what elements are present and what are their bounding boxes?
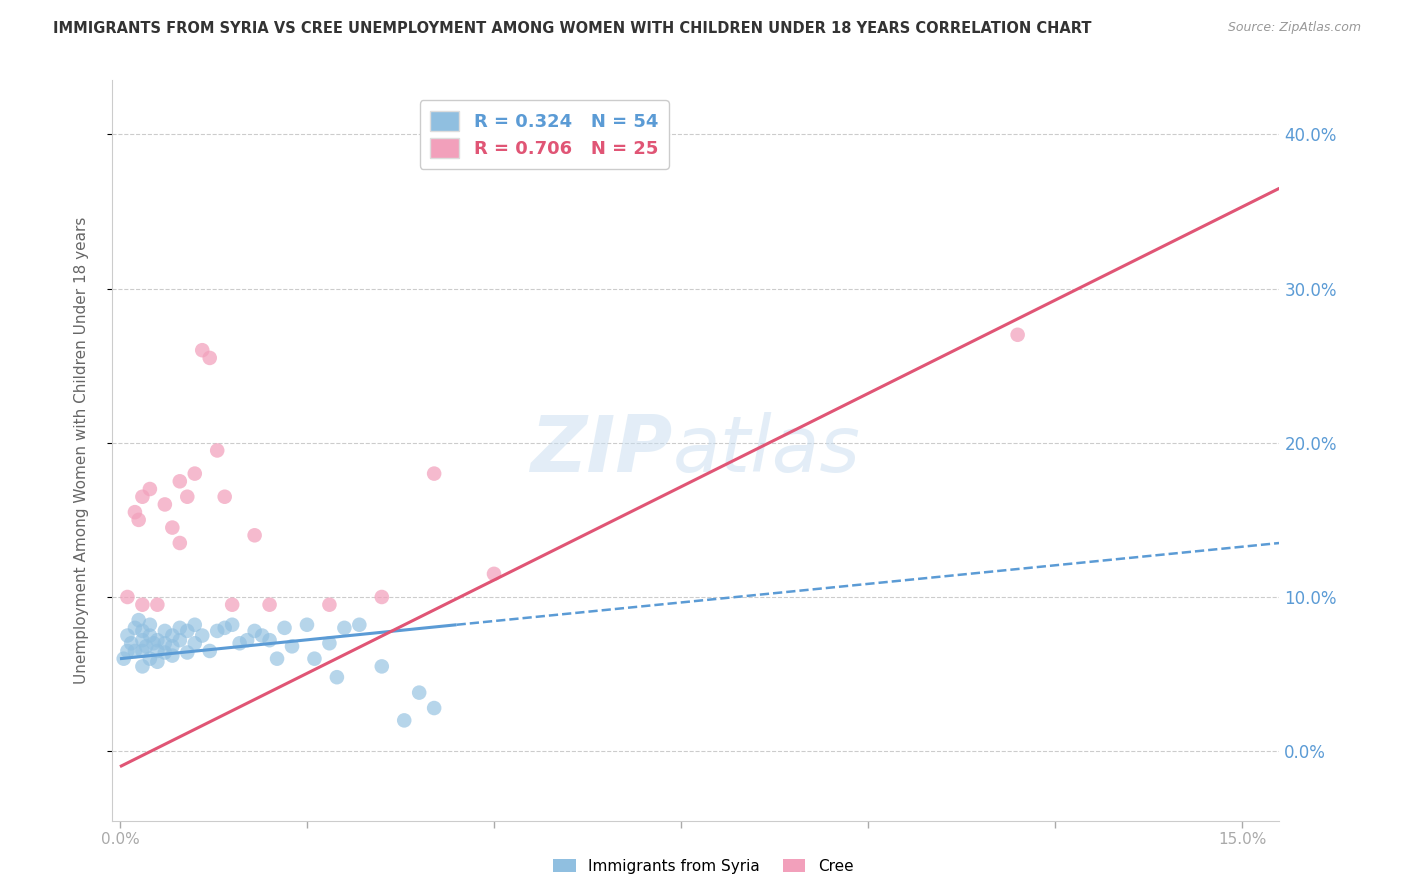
Point — [117, 590, 139, 604]
Point — [198, 644, 221, 658]
Point — [146, 655, 169, 669]
Point — [371, 590, 394, 604]
Point — [169, 621, 191, 635]
Point — [318, 636, 340, 650]
Point — [131, 624, 153, 638]
Point — [117, 629, 139, 643]
Point — [135, 640, 157, 654]
Point — [146, 633, 169, 648]
Point — [1007, 327, 1029, 342]
Point — [191, 343, 214, 358]
Point — [124, 505, 146, 519]
Point — [169, 475, 191, 489]
Point — [304, 651, 326, 665]
Point — [394, 714, 416, 728]
Point — [482, 566, 505, 581]
Point — [153, 646, 176, 660]
Point — [243, 624, 266, 638]
Point — [259, 598, 281, 612]
Point — [176, 646, 198, 660]
Point — [184, 636, 207, 650]
Point — [281, 640, 304, 654]
Y-axis label: Unemployment Among Women with Children Under 18 years: Unemployment Among Women with Children U… — [75, 217, 89, 684]
Point — [250, 629, 273, 643]
Point — [131, 598, 153, 612]
Point — [120, 636, 142, 650]
Point — [371, 659, 394, 673]
Point — [153, 498, 176, 512]
Point — [205, 443, 228, 458]
Point — [142, 636, 165, 650]
Point — [349, 617, 371, 632]
Point — [162, 520, 184, 534]
Point — [221, 598, 243, 612]
Point — [117, 644, 139, 658]
Point — [162, 640, 184, 654]
Point — [131, 490, 153, 504]
Point — [146, 598, 169, 612]
Point — [205, 624, 228, 638]
Point — [326, 670, 349, 684]
Point — [176, 624, 198, 638]
Point — [131, 659, 153, 673]
Point — [184, 467, 207, 481]
Point — [423, 701, 446, 715]
Point — [214, 490, 236, 504]
Point — [184, 617, 207, 632]
Point — [139, 482, 162, 496]
Point — [333, 621, 356, 635]
Point — [176, 490, 198, 504]
Point — [408, 685, 430, 699]
Text: Source: ZipAtlas.com: Source: ZipAtlas.com — [1227, 21, 1361, 34]
Point — [191, 629, 214, 643]
Point — [169, 633, 191, 648]
Point — [162, 629, 184, 643]
Point — [139, 617, 162, 632]
Point — [146, 644, 169, 658]
Point — [228, 636, 250, 650]
Point — [124, 621, 146, 635]
Point — [259, 633, 281, 648]
Point — [153, 636, 176, 650]
Point — [139, 629, 162, 643]
Point — [295, 617, 318, 632]
Point — [221, 617, 243, 632]
Text: IMMIGRANTS FROM SYRIA VS CREE UNEMPLOYMENT AMONG WOMEN WITH CHILDREN UNDER 18 YE: IMMIGRANTS FROM SYRIA VS CREE UNEMPLOYME… — [53, 21, 1092, 36]
Text: atlas: atlas — [672, 412, 860, 489]
Point — [423, 467, 446, 481]
Point — [198, 351, 221, 365]
Legend: R = 0.324   N = 54, R = 0.706   N = 25: R = 0.324 N = 54, R = 0.706 N = 25 — [419, 101, 669, 169]
Point — [124, 644, 146, 658]
Point — [169, 536, 191, 550]
Point — [112, 651, 135, 665]
Point — [162, 648, 184, 663]
Point — [139, 651, 162, 665]
Point — [131, 633, 153, 648]
Legend: Immigrants from Syria, Cree: Immigrants from Syria, Cree — [547, 853, 859, 880]
Point — [214, 621, 236, 635]
Point — [243, 528, 266, 542]
Point — [128, 613, 150, 627]
Point — [236, 633, 259, 648]
Point — [153, 624, 176, 638]
Point — [318, 598, 340, 612]
Point — [131, 644, 153, 658]
Point — [273, 621, 295, 635]
Text: ZIP: ZIP — [530, 412, 672, 489]
Point — [128, 513, 150, 527]
Point — [266, 651, 288, 665]
